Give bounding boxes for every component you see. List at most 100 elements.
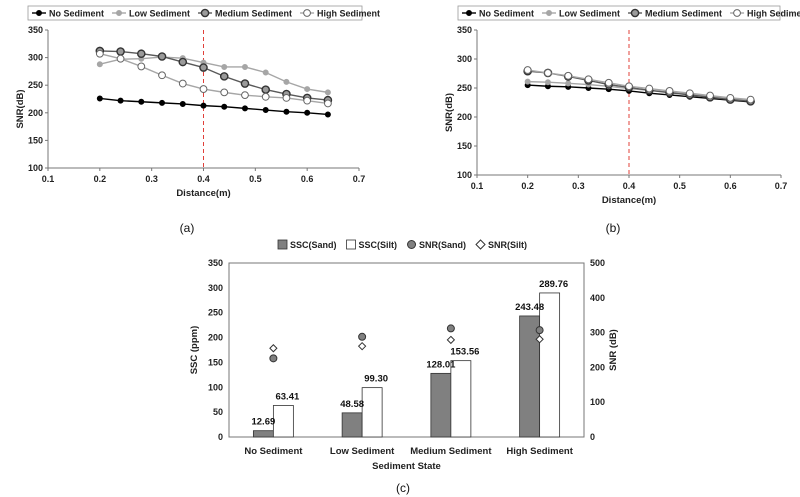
legend-item-high-sediment: High Sediment	[730, 9, 800, 19]
point-snr-silt	[357, 341, 367, 351]
y-tick-label: 250	[208, 308, 223, 318]
legend-marker	[200, 8, 210, 18]
series-no-sediment	[524, 82, 754, 105]
legend-label: Medium Sediment	[645, 9, 722, 19]
legend-label: SNR(Sand)	[419, 240, 466, 250]
legend: No Sediment Low Sediment Medium Sediment Hi…	[457, 5, 800, 21]
y-tick-label: 200	[28, 108, 43, 118]
legend-label: Low Sediment	[559, 9, 620, 19]
data-point	[199, 85, 208, 93]
data-point	[324, 99, 332, 108]
data-point	[523, 66, 532, 74]
line-chart-1: No Sediment Low Sediment Medium Sediment Hi…	[444, 5, 800, 235]
data-point	[604, 78, 613, 87]
data-point	[324, 89, 331, 96]
data-label-ssc-silt: 99.30	[364, 374, 388, 385]
y-tick-label: 150	[457, 141, 472, 151]
legend-item-ssc-silt: SSC(Silt)	[346, 239, 397, 250]
data-point	[178, 79, 187, 88]
y-tick-label: 350	[457, 25, 472, 35]
data-point	[221, 63, 228, 70]
y-tick-label: 100	[28, 163, 43, 173]
x-tick-label: 0.3	[145, 174, 158, 184]
series-high-sediment	[523, 66, 755, 104]
category-high-sediment: 243.48 289.76 High Sediment	[506, 279, 573, 457]
data-point	[241, 91, 249, 100]
data-point	[564, 71, 573, 80]
legend-label: No Sediment	[479, 9, 534, 19]
point-snr-silt	[535, 335, 544, 344]
data-point	[158, 71, 166, 80]
y2-tick-label: 400	[590, 293, 605, 303]
data-point	[200, 102, 207, 109]
y-tick-label: 150	[208, 357, 223, 367]
data-label-ssc-silt: 289.76	[539, 279, 568, 290]
legend-item-low-sediment: Low Sediment	[112, 9, 190, 19]
x-tick-label: 0.5	[673, 181, 686, 191]
plot-frame	[228, 262, 585, 438]
data-point	[645, 84, 654, 93]
category-low-sediment: 48.58 99.30 Low Sediment	[330, 332, 395, 457]
data-point	[746, 95, 755, 104]
bar-chart: SSC(Sand) SSC(Silt) SNR(Sand) SNR(Silt) 0 50 1…	[189, 239, 619, 495]
y-tick-label: 250	[28, 80, 43, 90]
data-point	[565, 80, 572, 87]
data-point	[179, 100, 186, 107]
y2-tick-label: 300	[590, 328, 605, 338]
point-snr-silt	[446, 335, 456, 345]
legend-item-medium-sediment: Medium Sediment	[198, 9, 292, 19]
legend-swatch	[475, 239, 486, 250]
x-tick-label: 0.5	[249, 174, 262, 184]
data-point	[282, 93, 291, 102]
y-tick-label: 0	[218, 432, 223, 442]
series-line	[99, 56, 329, 94]
data-point	[96, 95, 103, 102]
data-point	[524, 78, 531, 85]
legend-label: Low Sediment	[129, 9, 190, 19]
series-no-sediment	[96, 95, 331, 118]
data-point	[137, 62, 146, 71]
data-label-ssc-sand: 128.01	[426, 359, 456, 370]
y-tick-label: 350	[208, 258, 223, 268]
y-axis-label: SSC (ppm)	[189, 326, 200, 375]
x-tick-label: 0.2	[521, 181, 534, 191]
data-point	[584, 75, 593, 84]
data-point	[117, 97, 124, 104]
legend-label: Medium Sediment	[215, 9, 292, 19]
panel-label: (a)	[180, 221, 195, 235]
x-tick-label: 0.2	[94, 174, 107, 184]
data-point	[304, 86, 311, 93]
legend-marker	[116, 9, 123, 16]
data-label-ssc-sand: 243.48	[515, 302, 544, 313]
data-point	[136, 49, 146, 59]
bar-ssc-sand	[252, 430, 274, 438]
legend-marker	[546, 9, 553, 16]
series-line	[527, 69, 751, 101]
bar-ssc-sand	[430, 372, 452, 438]
data-point	[221, 103, 228, 110]
x-tick-label: Low Sediment	[330, 446, 395, 457]
x-tick-label: High Sediment	[506, 446, 573, 457]
y-tick-label: 350	[28, 25, 43, 35]
y2-tick-label: 100	[590, 397, 605, 407]
data-point	[283, 108, 290, 115]
legend-box	[27, 5, 363, 21]
legend-swatch	[346, 239, 356, 250]
point-snr-sand	[358, 332, 367, 341]
bar-ssc-silt	[272, 405, 294, 438]
y2-tick-label: 500	[590, 258, 605, 268]
legend-label: High Sediment	[747, 9, 800, 19]
data-point	[138, 98, 145, 105]
data-point	[95, 49, 104, 58]
bar-ssc-sand	[519, 315, 541, 438]
legend-item-snr-silt: SNR(Silt)	[475, 239, 527, 250]
data-point	[199, 63, 208, 72]
y-tick-label: 250	[457, 83, 472, 93]
legend-marker	[465, 9, 472, 16]
data-point	[219, 72, 229, 81]
x-axis-label: Distance(m)	[602, 195, 656, 206]
point-snr-sand	[535, 326, 544, 335]
data-point	[96, 61, 103, 68]
